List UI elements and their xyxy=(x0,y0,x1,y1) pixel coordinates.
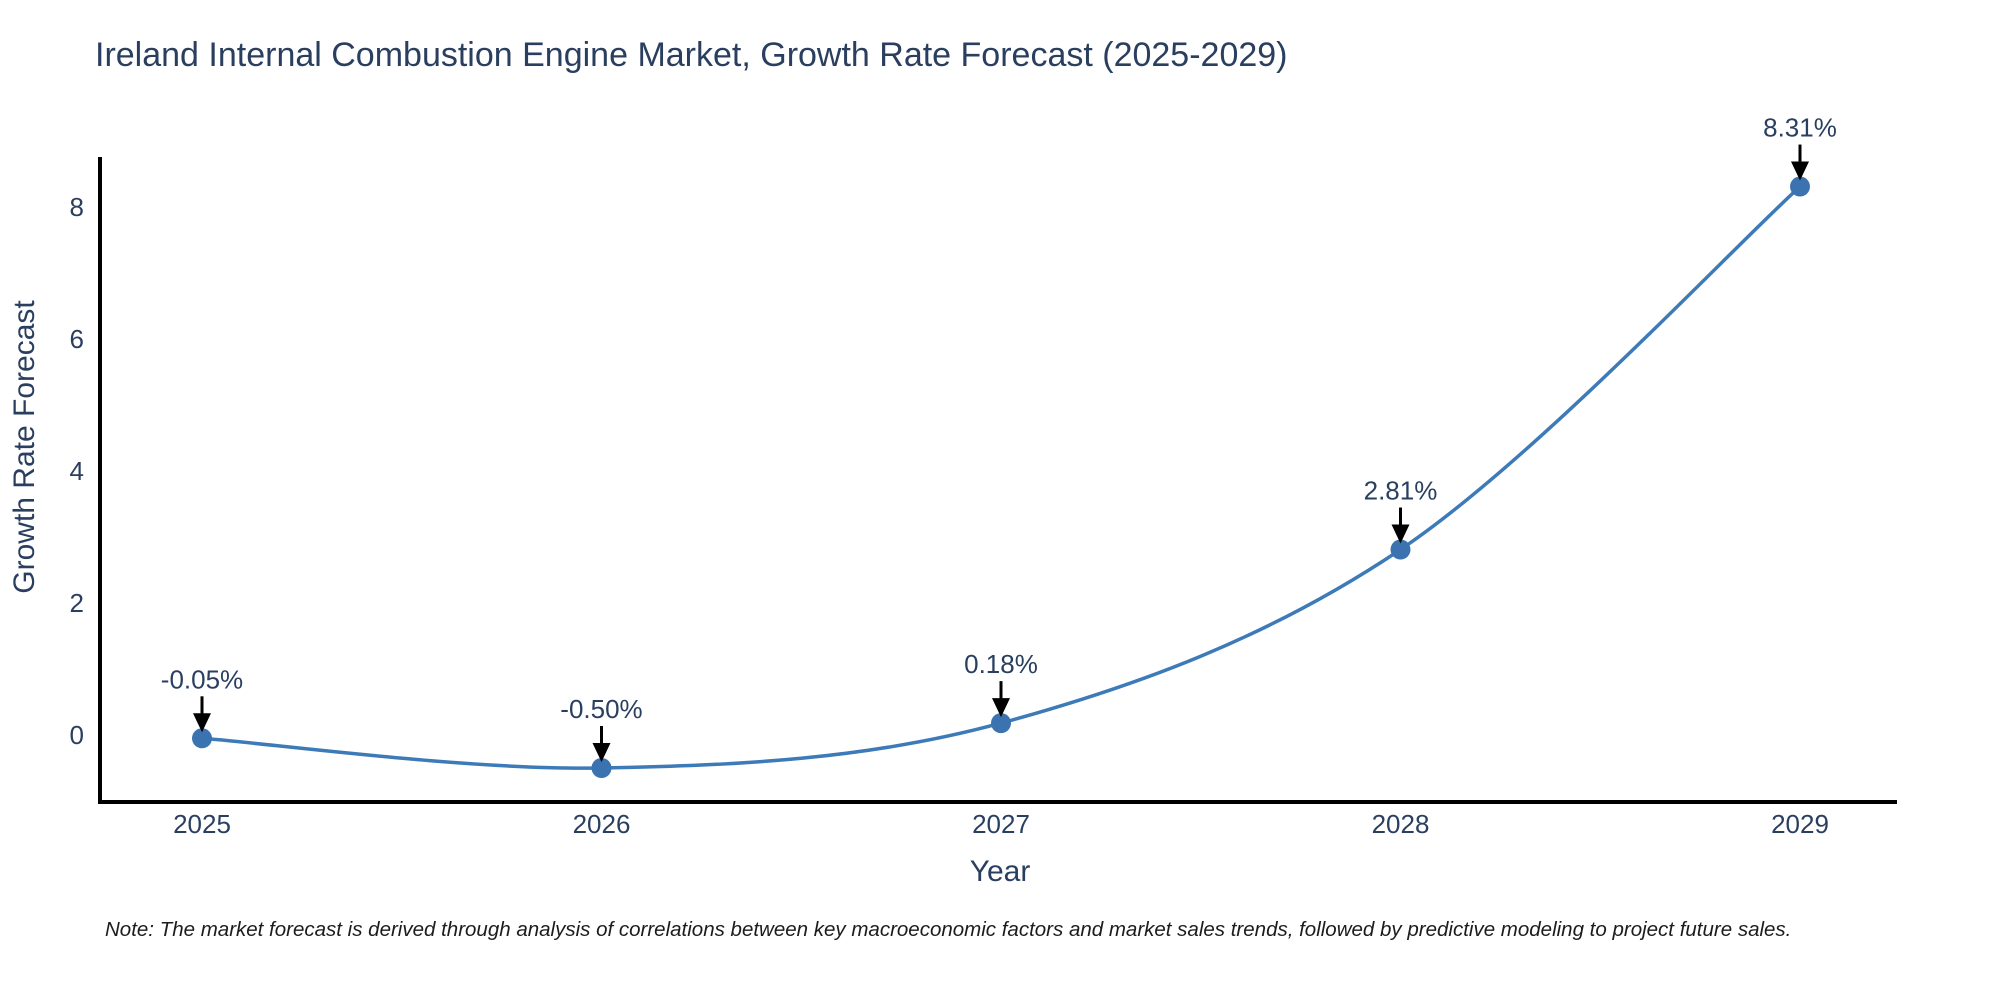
y-tick-label: 4 xyxy=(70,456,84,486)
x-tick-label: 2026 xyxy=(573,809,631,839)
trend-line xyxy=(200,184,1802,770)
data-point xyxy=(1390,539,1411,560)
data-point xyxy=(591,758,612,778)
annotation-arrow-head xyxy=(992,698,1010,718)
y-tick-label: 8 xyxy=(70,192,84,222)
annotation-arrow-head xyxy=(592,743,611,762)
annotation-arrow-head xyxy=(1791,161,1809,181)
point-annotation: 0.18% xyxy=(964,649,1038,679)
y-tick-label: 2 xyxy=(70,588,84,618)
point-annotation: 2.81% xyxy=(1364,476,1438,506)
annotation-arrow-head xyxy=(193,713,211,733)
data-point xyxy=(991,713,1011,734)
x-tick-label: 2027 xyxy=(972,809,1030,839)
footnote: Note: The market forecast is derived thr… xyxy=(105,918,1792,941)
point-annotation: -0.05% xyxy=(161,664,243,694)
data-point xyxy=(1790,176,1810,197)
x-axis-title: Year xyxy=(969,855,1031,888)
x-tick-label: 2028 xyxy=(1372,809,1430,839)
point-annotation: 8.31% xyxy=(1763,113,1837,143)
data-point xyxy=(192,728,212,749)
point-annotation: -0.50% xyxy=(560,694,642,724)
x-tick-label: 2029 xyxy=(1771,809,1829,839)
chart-title: Ireland Internal Combustion Engine Marke… xyxy=(95,36,1288,74)
y-tick-label: 6 xyxy=(70,324,84,354)
x-tick-label: 2025 xyxy=(173,809,231,839)
y-tick-label: 0 xyxy=(70,720,84,750)
annotation-arrow-head xyxy=(1391,524,1410,544)
